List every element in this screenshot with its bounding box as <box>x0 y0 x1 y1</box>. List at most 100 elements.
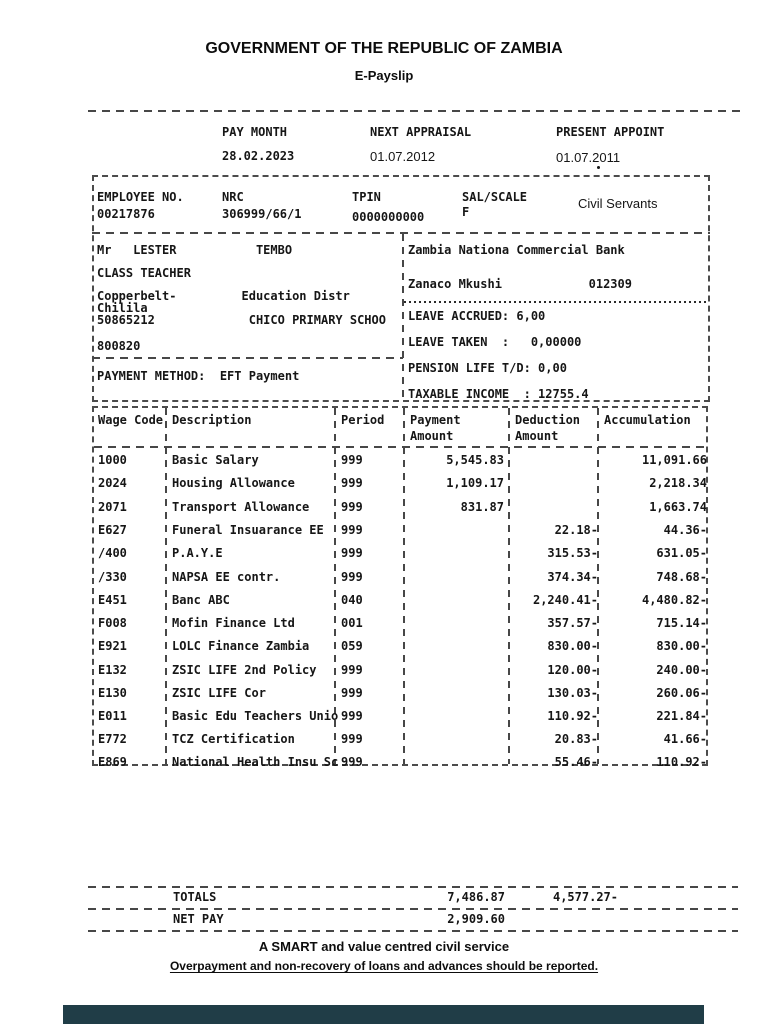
cell-period: 999 <box>341 663 363 677</box>
table-row: /330 NAPSA EE contr. 999 374.34- 748.68- <box>94 571 710 591</box>
table-row: E451 Banc ABC 040 2,240.41- 4,480.82- <box>94 594 710 614</box>
cell-deduction: 830.00- <box>547 639 598 653</box>
header-wage-code: Wage Code <box>98 413 164 427</box>
cell-code: E451 <box>98 593 127 607</box>
col-sep-3 <box>403 408 405 764</box>
totals-label: TOTALS <box>173 890 217 904</box>
wage-table-box: Wage Code Description Period Payment Ded… <box>92 406 710 769</box>
cell-code: E627 <box>98 523 127 537</box>
next-appraisal-value: 01.07.2012 <box>370 149 436 164</box>
table-header-row: Wage Code Description Period Payment Ded… <box>94 414 710 434</box>
cell-accumulation: 1,663.74 <box>649 500 707 514</box>
header-payment-amount: Amount <box>410 429 454 443</box>
cell-code: 2071 <box>98 500 127 514</box>
header-accumulation: Accumulation <box>604 413 691 427</box>
pay-month-label: PAY MONTH <box>222 125 288 139</box>
present-appoint-label: PRESENT APPOINT <box>556 125 665 139</box>
payment-method-line: PAYMENT METHOD: EFT Payment <box>97 370 299 383</box>
employee-school-line: 50865212 CHICO PRIMARY SCHOO <box>97 313 386 327</box>
pension-life: PENSION LIFE T/D: 0,00 <box>408 361 567 375</box>
table-row: E921 LOLC Finance Zambia 059 830.00- 830.00- <box>94 640 710 660</box>
cell-deduction: 22.18- <box>554 523 598 537</box>
cell-code: 2024 <box>98 476 127 490</box>
cell-period: 999 <box>341 570 363 584</box>
cell-description: ZSIC LIFE 2nd Policy <box>172 663 317 677</box>
cell-deduction: 130.03- <box>547 686 598 700</box>
employee-job-title: CLASS TEACHER <box>97 266 191 280</box>
payment-method-divider <box>92 357 403 359</box>
cell-code: E772 <box>98 732 127 746</box>
cell-accumulation: 631.05- <box>656 546 707 560</box>
table-row: E132 ZSIC LIFE 2nd Policy 999 120.00- 240.00… <box>94 664 710 684</box>
tpin-label: TPIN <box>352 190 381 204</box>
cell-accumulation: 11,091.66 <box>641 453 707 467</box>
cell-description: Housing Allowance <box>172 476 295 490</box>
payment-method-label: PAYMENT METHOD: <box>97 369 206 383</box>
cell-description: P.A.Y.E <box>172 546 223 560</box>
cell-accumulation: 240.00- <box>656 663 707 677</box>
cell-period: 999 <box>341 476 363 490</box>
cell-code: F008 <box>98 616 127 630</box>
cell-period: 999 <box>341 500 363 514</box>
cell-description: LOLC Finance Zambia <box>172 639 310 653</box>
table-row: E869 National Health Insu Sc 999 55.46- 110.… <box>94 756 710 776</box>
cell-deduction: 110.92- <box>547 709 598 723</box>
table-row: E627 Funeral Insuarance EE 999 22.18- 44.36- <box>94 524 710 544</box>
employee-box-divider <box>92 232 710 234</box>
cell-period: 999 <box>341 546 363 560</box>
tpin-value: 0000000000 <box>352 210 425 224</box>
cell-period: 999 <box>341 523 363 537</box>
cell-accumulation: 748.68- <box>656 570 707 584</box>
cell-deduction: 357.57- <box>547 616 598 630</box>
col-sep-1 <box>165 408 167 764</box>
header-deduction: Deduction <box>515 413 581 427</box>
cell-code: E869 <box>98 755 127 769</box>
table-row: F008 Mofin Finance Ltd 001 357.57- 715.14- <box>94 617 710 637</box>
table-header-row2: Amount Amount <box>94 430 710 450</box>
cell-code: /400 <box>98 546 127 560</box>
cell-code: 1000 <box>98 453 127 467</box>
cell-payment: 1,109.17 <box>446 476 504 490</box>
cell-description: Banc ABC <box>172 593 230 607</box>
header-description: Description <box>172 413 252 427</box>
totals-divider-3 <box>88 930 738 932</box>
employee-no-value: 00217876 <box>97 207 155 221</box>
taxable-income: TAXABLE INCOME : 12755.4 <box>408 387 589 401</box>
cell-deduction: 315.53- <box>547 546 598 560</box>
next-appraisal-label: NEXT APPRAISAL <box>370 125 472 139</box>
cell-description: NAPSA EE contr. <box>172 570 281 584</box>
page-title: GOVERNMENT OF THE REPUBLIC OF ZAMBIA <box>205 40 563 57</box>
employee-name: Mr LESTER TEMBO <box>97 243 293 257</box>
cell-deduction: 2,240.41- <box>532 593 598 607</box>
header-divider <box>94 446 706 448</box>
totals-payment: 7,486.87 <box>447 890 505 904</box>
cell-description: Basic Edu Teachers Unio <box>172 709 339 723</box>
cell-code: /330 <box>98 570 127 584</box>
cell-payment: 831.87 <box>460 500 504 514</box>
viewer-footer-bar <box>63 1005 704 1024</box>
payment-method-value: EFT Payment <box>219 369 300 383</box>
cell-code: E011 <box>98 709 127 723</box>
cell-period: 999 <box>341 755 363 769</box>
cell-accumulation: 110.92- <box>656 755 707 769</box>
cell-description: National Health Insu Sc <box>172 755 339 769</box>
employee-box <box>92 175 710 402</box>
cell-accumulation: 2,218.34 <box>649 476 707 490</box>
net-pay-value: 2,909.60 <box>447 912 505 926</box>
table-row: E011 Basic Edu Teachers Unio 999 110.92- 221… <box>94 710 710 730</box>
header-period: Period <box>341 413 385 427</box>
totals-divider-2 <box>88 908 738 910</box>
header-payment: Payment <box>410 413 461 427</box>
table-row: 2071 Transport Allowance 999 831.87 1,663.74 <box>94 501 710 521</box>
footer-motto: A SMART and value centred civil service <box>258 939 510 954</box>
sal-scale-value: F <box>462 205 470 219</box>
nrc-value: 306999/66/1 <box>222 207 302 221</box>
employee-no-label: EMPLOYEE NO. <box>97 190 184 204</box>
col-sep-4 <box>508 408 510 764</box>
cell-accumulation: 4,480.82- <box>641 593 707 607</box>
cell-period: 999 <box>341 686 363 700</box>
table-row: 2024 Housing Allowance 999 1,109.17 2,218.34 <box>94 477 710 497</box>
cell-period: 999 <box>341 732 363 746</box>
cell-period: 001 <box>341 616 363 630</box>
